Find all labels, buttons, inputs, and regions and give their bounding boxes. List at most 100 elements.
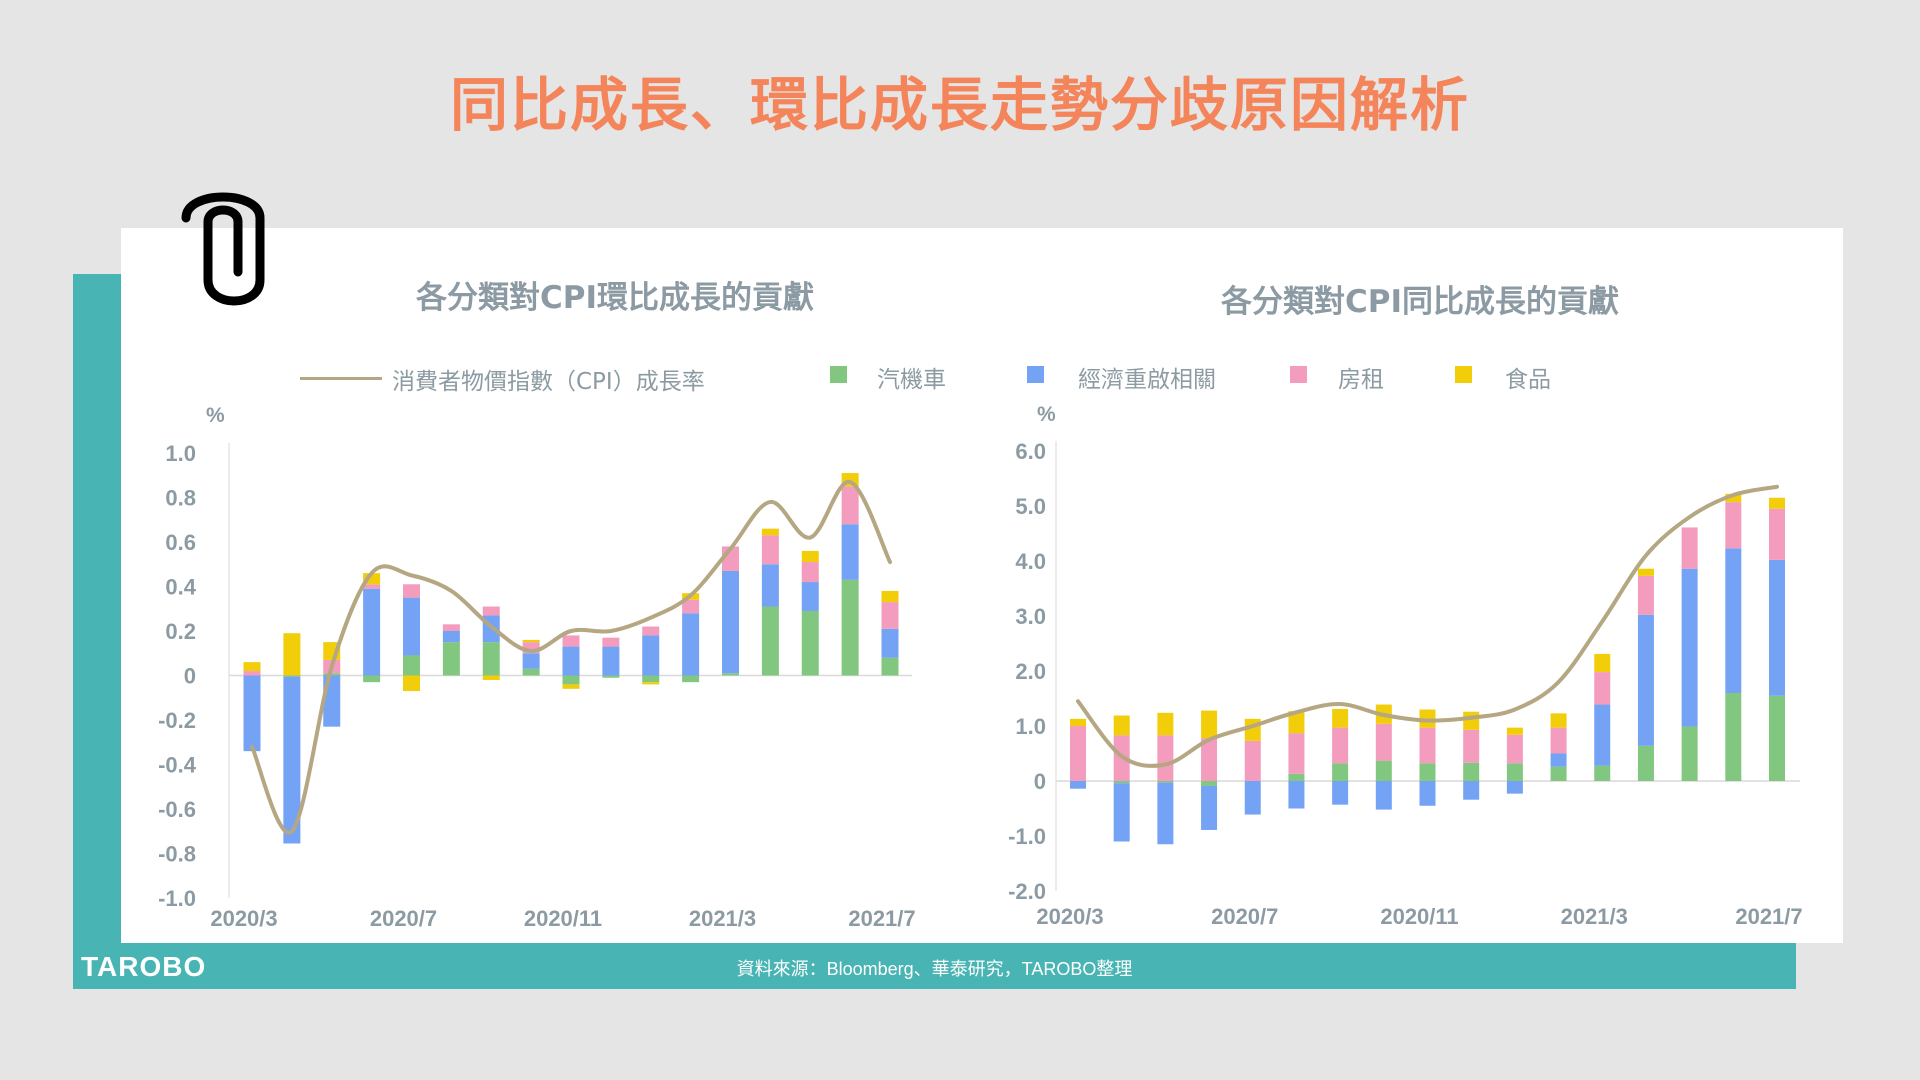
bar-segment-汽機車 — [1550, 766, 1567, 781]
bar-segment-經濟重啟相關 — [881, 628, 899, 658]
bar-segment-汽機車 — [841, 579, 859, 676]
bar-segment-汽機車 — [602, 675, 620, 678]
y-tick-label: -1.0 — [1008, 824, 1046, 849]
bar-segment-房租 — [1506, 734, 1523, 764]
bar-segment-房租 — [1244, 740, 1261, 781]
y-unit-label: % — [1037, 403, 1056, 426]
bar-segment-經濟重啟相關 — [1725, 548, 1742, 693]
bar-segment-食品 — [1070, 718, 1086, 726]
paperclip-icon — [181, 192, 265, 306]
bar-segment-經濟重啟相關 — [1681, 568, 1698, 727]
x-tick-label: 2020/11 — [524, 906, 602, 931]
bar-segment-經濟重啟相關 — [562, 646, 580, 676]
bar-segment-經濟重啟相關 — [403, 597, 420, 656]
bar-segment-房租 — [1550, 727, 1567, 754]
bar-segment-房租 — [682, 599, 700, 614]
bar-segment-食品 — [1637, 568, 1654, 576]
bar-segment-房租 — [522, 642, 540, 654]
bar-segment-房租 — [881, 602, 899, 629]
y-tick-label: -2.0 — [1008, 879, 1046, 904]
bar-segment-經濟重啟相關 — [1594, 704, 1611, 766]
bar-segment-食品 — [1594, 653, 1611, 673]
bar-segment-經濟重啟相關 — [1288, 781, 1305, 809]
x-tick-label: 2021/7 — [1735, 904, 1802, 929]
bar-segment-汽機車 — [1113, 781, 1130, 784]
bar-segment-食品 — [363, 573, 381, 585]
bar-segment-食品 — [1201, 710, 1218, 739]
bar-segment-房租 — [1157, 735, 1174, 781]
x-tick-label: 2021/7 — [848, 906, 915, 931]
y-tick-label: 0.6 — [165, 530, 196, 555]
bar-segment-經濟重啟相關 — [602, 646, 620, 676]
bar-segment-經濟重啟相關 — [1244, 781, 1261, 815]
bar-segment-房租 — [442, 624, 460, 631]
bar-segment-經濟重啟相關 — [1769, 559, 1785, 696]
bar-segment-經濟重啟相關 — [1332, 781, 1349, 805]
legend-reopening: 經濟重啟相關 — [1078, 367, 1216, 393]
bar-segment-房租 — [1594, 672, 1611, 705]
y-tick-label: 0 — [1034, 769, 1046, 794]
bar-segment-汽機車 — [722, 673, 739, 676]
bar-segment-房租 — [1637, 575, 1654, 615]
y-tick-label: -0.2 — [158, 708, 196, 733]
bar-segment-經濟重啟相關 — [363, 588, 381, 676]
y-tick-label: 5.0 — [1015, 494, 1046, 519]
source-note: 資料來源：Bloomberg、華泰研究，TAROBO整理 — [736, 959, 1133, 979]
bar-segment-汽機車 — [1375, 760, 1392, 781]
bar-segment-汽機車 — [801, 610, 819, 676]
legend-swatch-reopening — [1027, 366, 1044, 383]
bar-segment-經濟重啟相關 — [522, 653, 540, 669]
footer-bar: TAROBO 資料來源：Bloomberg、華泰研究，TAROBO整理 — [73, 943, 1796, 989]
bar-segment-房租 — [1463, 729, 1480, 763]
bar-segment-汽機車 — [682, 675, 700, 683]
bar-segment-房租 — [1375, 723, 1392, 761]
bar-segment-房租 — [243, 671, 261, 676]
x-tick-label: 2020/7 — [1211, 904, 1278, 929]
bar-segment-房租 — [482, 606, 500, 616]
bar-segment-經濟重啟相關 — [801, 582, 819, 611]
bar-segment-經濟重啟相關 — [243, 675, 261, 752]
bar-segment-食品 — [881, 590, 899, 603]
bar-segment-經濟重啟相關 — [1113, 783, 1130, 842]
bar-segment-食品 — [761, 528, 779, 536]
bar-segment-汽機車 — [1157, 781, 1174, 783]
legend-auto: 汽機車 — [877, 367, 946, 393]
bar-segment-食品 — [562, 684, 580, 689]
bar-segment-食品 — [1157, 712, 1174, 736]
tarobo-logo: TAROBO — [81, 951, 207, 982]
bar-segment-汽機車 — [442, 642, 460, 676]
y-tick-label: 0.8 — [165, 486, 196, 511]
y-tick-label: 2.0 — [1015, 659, 1046, 684]
x-tick-label: 2021/3 — [1561, 904, 1628, 929]
bar-segment-房租 — [1725, 502, 1742, 549]
legend-rent: 房租 — [1338, 367, 1384, 393]
bar-segment-經濟重啟相關 — [841, 524, 859, 580]
bar-segment-食品 — [1550, 713, 1567, 728]
y-tick-label: 6.0 — [1015, 439, 1046, 464]
legend-swatch-auto — [830, 366, 847, 383]
bar-segment-汽機車 — [642, 675, 660, 683]
y-tick-label: -1.0 — [158, 886, 196, 911]
bar-segment-房租 — [1419, 727, 1436, 764]
y-unit-label: % — [206, 404, 225, 427]
bar-segment-汽機車 — [323, 673, 341, 676]
bar-segment-食品 — [283, 633, 301, 676]
bar-segment-房租 — [761, 535, 779, 565]
bar-segment-食品 — [522, 639, 540, 643]
bar-segment-汽機車 — [1637, 745, 1654, 781]
bar-segment-經濟重啟相關 — [283, 676, 301, 844]
y-tick-label: 1.0 — [1015, 714, 1046, 739]
bar-segment-房租 — [841, 486, 859, 525]
bar-segment-食品 — [1288, 711, 1305, 734]
bar-segment-經濟重啟相關 — [1550, 753, 1567, 767]
y-tick-label: 0.2 — [165, 619, 196, 644]
bar-segment-經濟重啟相關 — [642, 635, 660, 676]
bar-segment-經濟重啟相關 — [1201, 785, 1218, 830]
bar-segment-汽機車 — [1594, 765, 1611, 781]
bar-segment-汽機車 — [1332, 763, 1349, 781]
legend-line-swatch — [300, 377, 382, 380]
legend-food: 食品 — [1505, 367, 1551, 393]
bar-segment-食品 — [243, 662, 261, 672]
